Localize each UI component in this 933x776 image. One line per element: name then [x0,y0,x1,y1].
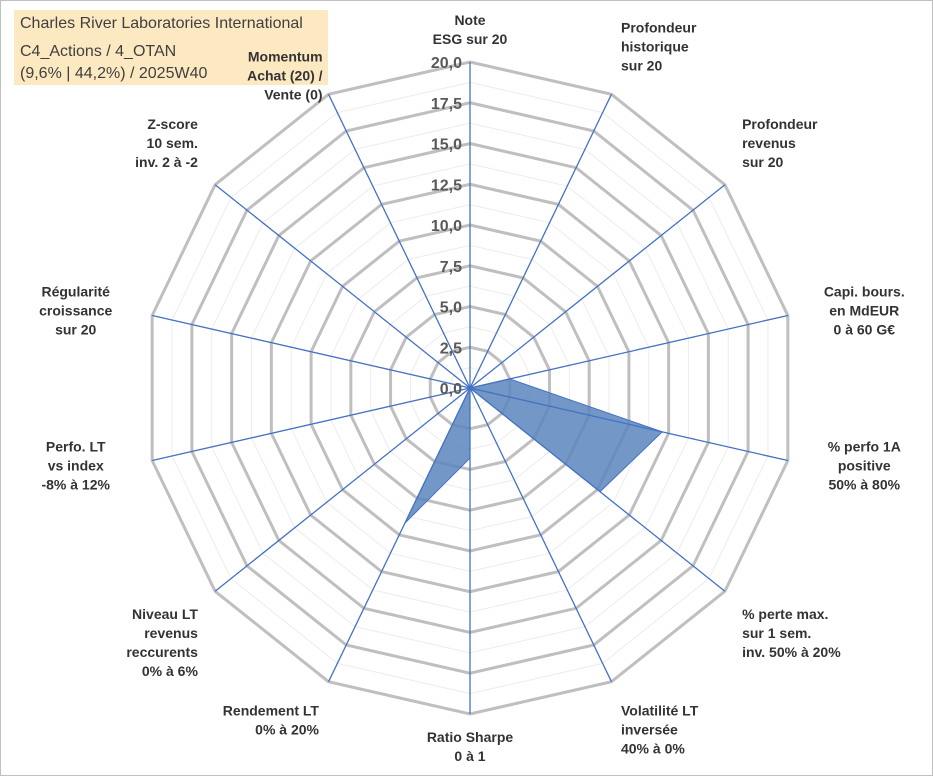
tick-label: 2,5 [440,340,462,357]
axis-line [469,387,726,592]
axis-line [152,387,471,462]
axis-label: en MdEUR [829,303,899,319]
axis-label: vs index [48,457,104,473]
category-label: C4_Actions / 4_OTAN [20,43,177,60]
axis-label: % perte max. [742,606,828,622]
axis-label: Note [454,12,485,28]
axis-line [469,314,788,389]
tick-label: 12,5 [431,177,462,194]
axis-label: 0 à 1 [454,748,485,764]
axis-label: Ratio Sharpe [427,729,514,745]
axis-label: Volatilité LT [621,703,699,719]
axis-label: Profondeur [742,116,818,132]
axis-label: Capi. bours. [824,284,905,300]
axis-label: Perfo. LT [46,438,106,454]
title-box [14,10,328,85]
axis-label: sur 1 sem. [742,625,811,641]
axis-line [469,387,788,462]
axis-line [469,387,613,682]
axis-line [152,314,471,389]
series-area [404,378,664,524]
axis-label: ESG sur 20 [433,31,508,47]
axis-label: revenus [144,625,198,641]
axis-label: 0 à 60 G€ [834,322,896,338]
axis-label: 0% à 20% [255,722,319,738]
axis-label: sur 20 [742,154,783,170]
tick-label: 15,0 [431,137,462,154]
axis-label: inv. 2 à -2 [135,154,198,170]
axis-label: -8% à 12% [41,476,110,492]
axis-line [327,387,471,682]
axis-label: 50% à 80% [828,476,900,492]
axis-label: 10 sem. [147,135,198,151]
axis-line [214,387,471,592]
tick-label: 7,5 [440,259,462,276]
axis-line [469,184,726,389]
tick-label: 17,5 [431,96,462,113]
axis-line [469,94,613,389]
axis-label: Niveau LT [132,606,198,622]
axis-label: inversée [621,722,678,738]
axis-label: sur 20 [621,57,662,73]
axis-label: Régularité [41,284,110,300]
axis-label: 40% à 0% [621,741,685,757]
tick-label: 10,0 [431,218,462,235]
axis-label: Achat (20) / [247,67,323,83]
stats-label: (9,6% | 44,2%) / 2025W40 [20,65,208,82]
axis-line [327,94,471,389]
axis-label: % perfo 1A [828,438,901,454]
axis-label: historique [621,38,689,54]
axis-label: Momentum [248,48,323,64]
axis-label: Profondeur [621,19,697,35]
axis-line [214,184,471,389]
axis-label: 0% à 6% [142,663,199,679]
tick-label: 0,0 [440,381,462,398]
axis-label: Vente (0) [264,86,322,102]
company-name: Charles River Laboratories International [20,15,303,32]
axis-label: revenus [742,135,796,151]
axis-label: sur 20 [55,322,96,338]
axis-label: Rendement LT [223,703,320,719]
axis-label: inv. 50% à 20% [742,644,841,660]
tick-label: 5,0 [440,300,462,317]
tick-label: 20,0 [431,55,462,72]
axis-label: reccurents [126,644,198,660]
axis-label: positive [838,457,891,473]
axis-label: Z-score [147,116,198,132]
axis-label: croissance [39,303,112,319]
